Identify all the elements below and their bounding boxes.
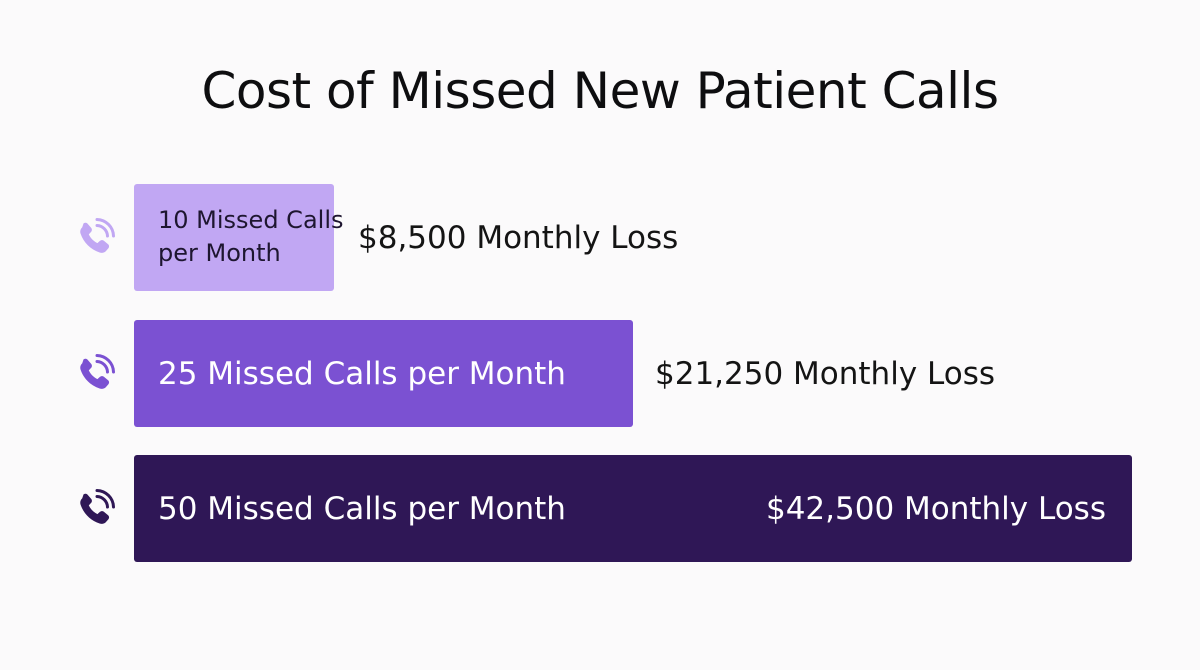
bar (134, 455, 1132, 562)
bar-value-label: $42,500 Monthly Loss (765, 491, 1106, 527)
bar (134, 320, 633, 427)
bar-value-label: $8,500 Monthly Loss (358, 220, 679, 256)
bar-value-label: $21,250 Monthly Loss (655, 356, 996, 392)
phone-ringing-icon (70, 215, 118, 263)
bar-category-label: 25 Missed Calls per Month (158, 356, 566, 392)
bar-row: 25 Missed Calls per Month $21,250 Monthly… (0, 320, 1200, 428)
phone-ringing-icon (70, 351, 118, 399)
phone-ringing-icon (70, 486, 118, 534)
bar-row: 10 Missed Calls per Month $8,500 Monthly L… (0, 184, 1200, 292)
bar-category-label: 10 Missed Calls per Month (158, 206, 344, 267)
bar-row: 50 Missed Calls per Month $42,500 Monthly… (0, 455, 1200, 563)
bar (134, 184, 334, 291)
chart-title: Cost of Missed New Patient Calls (201, 62, 1000, 120)
bar-category-label: 50 Missed Calls per Month (158, 491, 566, 527)
